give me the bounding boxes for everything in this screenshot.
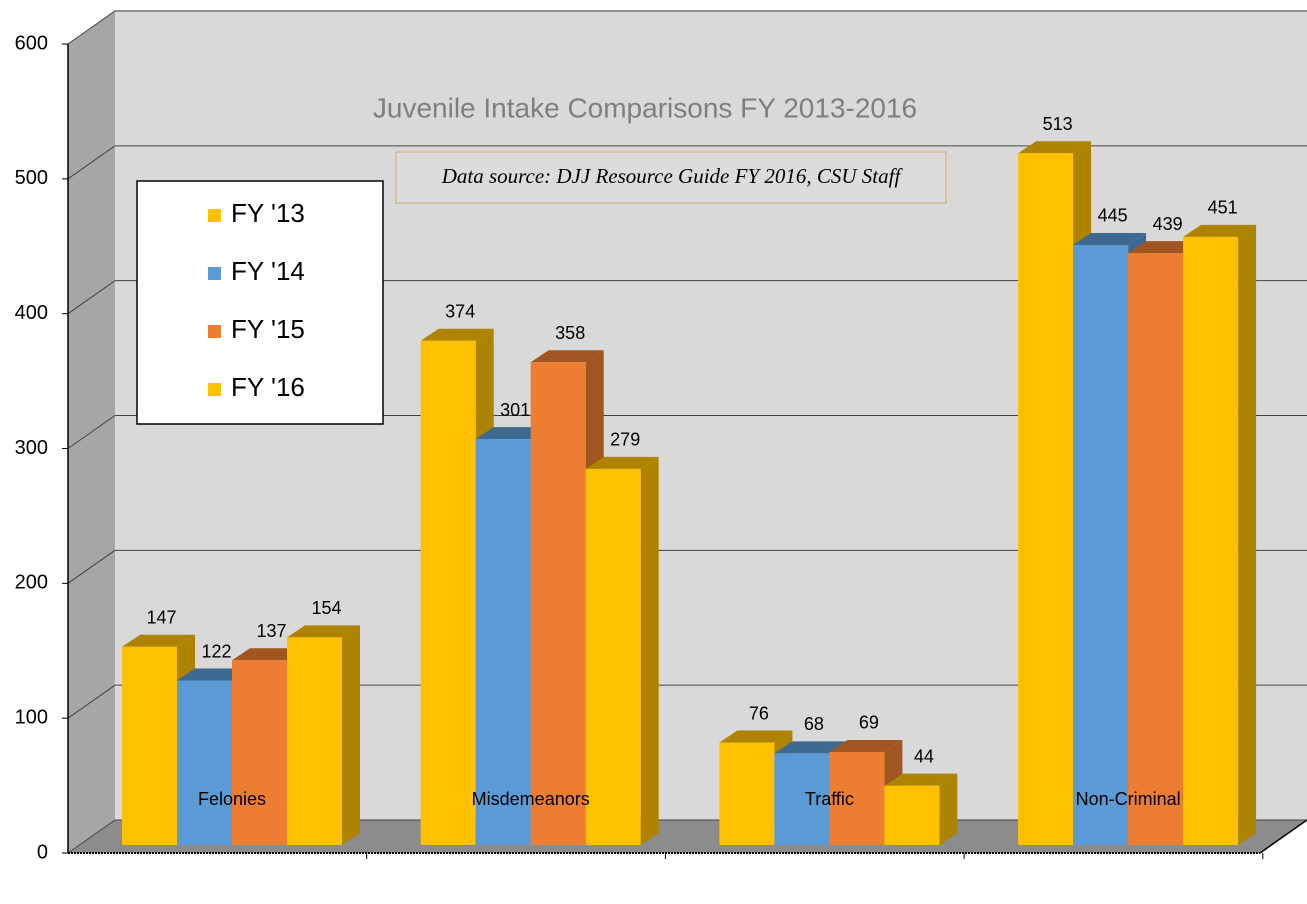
bar-front: [1128, 253, 1184, 845]
value-label: 358: [555, 323, 585, 343]
legend-swatch: [208, 209, 221, 222]
grid-line: [67, 415, 116, 449]
y-tick-label: 500: [15, 167, 48, 189]
bar: [884, 773, 958, 845]
grid-line: [67, 549, 116, 584]
value-label: 439: [1153, 214, 1183, 234]
bar-top: [774, 741, 848, 754]
bar-side: [939, 773, 958, 845]
bar-front: [829, 751, 885, 845]
value-label: 122: [201, 641, 231, 661]
value-label: 147: [146, 608, 176, 628]
bar-front: [1018, 153, 1074, 845]
bar-side: [1238, 224, 1257, 845]
bar-top: [122, 634, 195, 647]
annotation-box: [395, 151, 947, 204]
legend-label: FY '15: [231, 314, 305, 344]
y-tick-label: 0: [37, 841, 48, 863]
bar-top: [232, 648, 305, 661]
value-label: 69: [859, 713, 879, 733]
legend-label: FY '13: [231, 198, 305, 228]
value-label: 279: [610, 430, 640, 450]
legend-label: FY '16: [231, 372, 305, 402]
x-tick-label: Traffic: [805, 789, 854, 809]
bars: 147 122 137 154 374 301 358 279 76 68 69 44 513 445 43…: [122, 114, 1257, 845]
bar-top: [1183, 224, 1257, 237]
x-tick-label: Non-Criminal: [1076, 789, 1181, 809]
bar-top: [420, 328, 494, 341]
x-tick-label: Felonies: [198, 789, 266, 809]
value-label: 451: [1208, 198, 1238, 218]
bar-front: [122, 646, 177, 845]
bar-top: [1018, 141, 1092, 154]
bar-top: [884, 773, 958, 786]
bar-front: [530, 362, 586, 845]
bar-top: [585, 456, 659, 469]
bar-top: [475, 427, 549, 440]
y-tick-label: 400: [15, 302, 48, 324]
value-label: 137: [256, 621, 286, 641]
bar-top: [530, 350, 604, 363]
bar-side: [342, 625, 360, 845]
y-tick-label: 600: [15, 32, 48, 54]
bar-top: [829, 739, 903, 752]
bar-front: [420, 340, 476, 845]
y-tick-label: 100: [15, 706, 48, 728]
value-label: 68: [804, 714, 824, 734]
legend: FY '13 FY '14 FY '15 FY '16: [136, 180, 384, 425]
bar-front: [1183, 236, 1239, 845]
value-label: 44: [914, 746, 934, 766]
value-label: 445: [1098, 206, 1128, 226]
value-label: 154: [311, 598, 341, 618]
value-label: 513: [1043, 114, 1073, 134]
y-tick-label: 200: [15, 572, 48, 594]
bar-side: [640, 456, 659, 845]
bar: [1183, 224, 1257, 845]
annotation: Data source: DJJ Resource Guide FY 2016,…: [441, 164, 904, 188]
bar-top: [1073, 232, 1147, 245]
legend-box: [136, 180, 384, 425]
bar-front: [774, 753, 830, 845]
legend-swatch: [208, 325, 221, 338]
bar-top: [719, 730, 793, 743]
y-tick-label: 300: [15, 437, 48, 459]
bar-front: [287, 637, 342, 845]
bar-front: [177, 680, 232, 845]
value-label: 301: [500, 400, 530, 420]
legend-swatch: [208, 383, 221, 396]
bar: [177, 668, 250, 845]
bar-top: [1128, 241, 1202, 254]
x-axis-depth: [1259, 819, 1307, 854]
grid-line: [67, 10, 116, 45]
grid-line: [67, 684, 116, 719]
bar-top: [177, 668, 250, 681]
bar-front: [1073, 244, 1129, 845]
floor: [68, 820, 1307, 853]
bar-front: [719, 742, 775, 845]
chart-title: Juvenile Intake Comparisons FY 2013-2016: [373, 92, 917, 123]
bar-top: [287, 625, 360, 638]
grid-line: [67, 145, 116, 180]
grid-line: [67, 819, 116, 854]
bar: [585, 456, 659, 845]
value-label: 76: [749, 703, 769, 723]
legend-label: FY '14: [231, 256, 305, 286]
x-tick-label: Misdemeanors: [472, 789, 590, 809]
legend-swatch: [208, 267, 221, 280]
bar: [287, 625, 360, 845]
bar-front: [232, 660, 287, 845]
bar-front: [475, 439, 531, 845]
bar-front: [884, 785, 940, 845]
grid-line: [67, 280, 116, 315]
bar-front: [585, 468, 641, 845]
value-label: 374: [445, 301, 475, 321]
